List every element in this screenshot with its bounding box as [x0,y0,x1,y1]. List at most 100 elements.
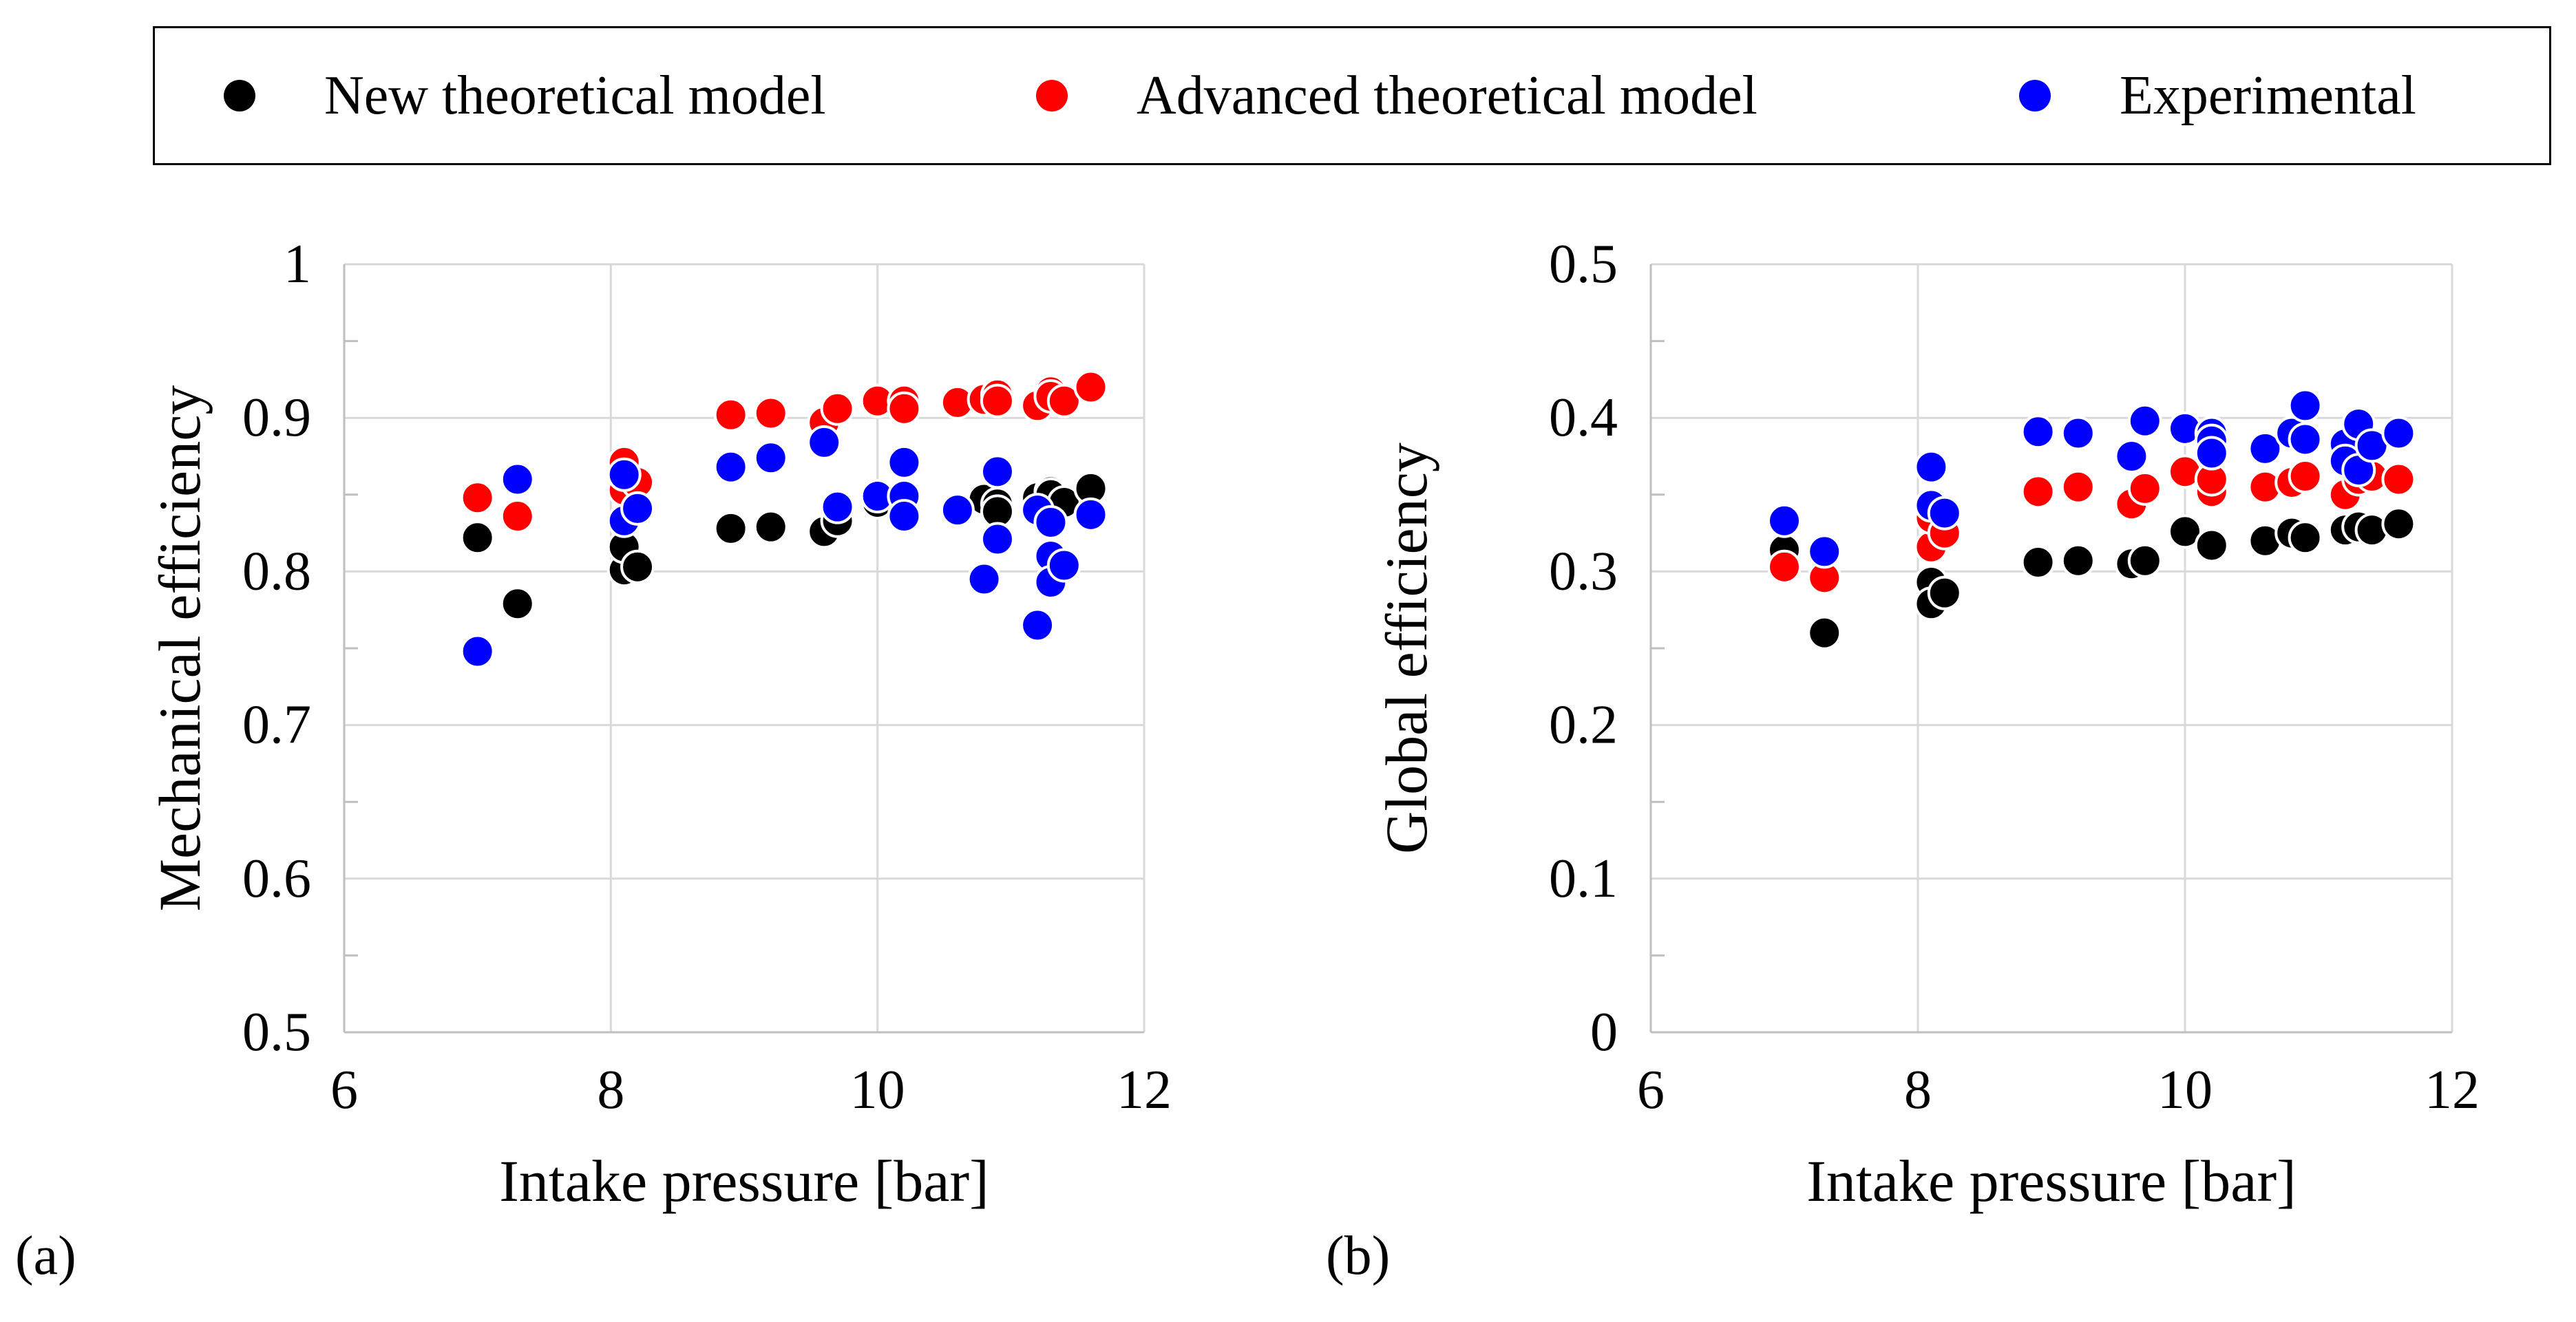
mech-point-advanced-theoretical-model [980,383,1015,418]
mech-point-new-theoretical-model [1033,474,1068,509]
mech-point-new-theoretical-model [887,480,922,515]
global-point-advanced-theoretical-model [2114,487,2149,522]
mech-point-new-theoretical-model [606,553,642,588]
mech-point-new-theoretical-model [967,482,1002,517]
global-point-new-theoretical-model [2274,515,2310,551]
mech-point-advanced-theoretical-model [1073,370,1108,405]
mech-point-new-theoretical-model [713,511,748,546]
global-point-new-theoretical-model [2248,523,2283,558]
global-ytick-label: 0.3 [1549,541,1618,601]
global-point-new-theoretical-model [2381,507,2416,542]
mech-point-advanced-theoretical-model [940,385,975,420]
global-point-experimental [2354,428,2389,463]
global-point-advanced-theoretical-model [2168,454,2202,489]
legend-item-experimental: Experimental [2019,28,2416,163]
global-point-advanced-theoretical-model [2060,469,2095,504]
mech-point-experimental [1020,493,1055,528]
global-point-experimental [2274,416,2310,451]
global-ytick-label: 0.4 [1549,387,1618,448]
mech-point-experimental [500,462,535,497]
global-point-advanced-theoretical-model [2327,477,2363,512]
global-point-experimental [2327,443,2363,478]
global-ytick-label: 0.1 [1549,849,1618,909]
legend-label-new-theoretical: New theoretical model [324,65,826,126]
mech-point-advanced-theoretical-model [860,383,895,418]
mech-point-experimental [940,493,975,528]
mech-point-advanced-theoretical-model [606,445,642,480]
mech-point-advanced-theoretical-model [500,499,535,534]
global-point-experimental [2288,422,2323,457]
global-point-experimental [2248,431,2283,466]
mech-point-advanced-theoretical-model [807,405,842,440]
global-point-experimental [1914,449,1949,484]
global-xtick-label: 12 [2425,1060,2480,1120]
mech-point-advanced-theoretical-model [753,396,788,431]
mech-point-new-theoretical-model [820,503,855,538]
global-point-experimental [1914,488,1949,523]
mech-xtick-label: 6 [330,1060,358,1120]
mech-point-new-theoretical-model [620,549,655,584]
mech-point-new-theoretical-model [1020,480,1055,515]
global-point-advanced-theoretical-model [1927,515,1962,551]
mech-point-advanced-theoretical-model [967,382,1002,417]
global-point-new-theoretical-model [2327,513,2363,548]
panel-label-b: (b) [1326,1226,1391,1286]
mech-point-new-theoretical-model [980,487,1015,522]
global-point-new-theoretical-model [2020,545,2056,580]
global-point-advanced-theoretical-model [2194,462,2229,497]
legend-item-advanced-theoretical: Advanced theoretical model [1036,28,1757,163]
global-xtick-label: 6 [1637,1060,1665,1120]
mech-point-experimental [460,634,495,669]
mech-point-experimental [1033,539,1068,574]
mech-point-experimental [606,457,642,492]
global-point-new-theoretical-model [2194,528,2229,563]
mech-point-new-theoretical-model [460,520,495,555]
mech-point-experimental [807,425,842,460]
mech-point-advanced-theoretical-model [620,465,655,500]
global-point-experimental [2194,423,2229,458]
mech-point-experimental [887,445,922,480]
mech-xtick-label: 8 [597,1060,624,1120]
global-point-new-theoretical-model [2288,520,2323,555]
global-point-new-theoretical-model [1767,533,1802,568]
global-point-new-theoretical-model [2168,514,2202,549]
mech-point-advanced-theoretical-model [1033,379,1068,414]
global-point-experimental [1767,503,1802,538]
legend-item-new-theoretical: New theoretical model [224,28,826,163]
mech-point-new-theoretical-model [807,514,842,549]
global-point-new-theoretical-model [1914,586,1949,621]
global-point-advanced-theoretical-model [1807,560,1842,595]
global-ytick-label: 0 [1590,1002,1618,1063]
mech-point-experimental [606,503,642,538]
mech-point-new-theoretical-model [500,586,535,621]
global-point-experimental [2114,439,2149,473]
legend-marker-experimental [2019,80,2051,111]
global-point-advanced-theoretical-model [1767,549,1802,584]
global-point-advanced-theoretical-model [2248,469,2283,504]
legend: New theoretical model Advanced theoretic… [153,26,2551,165]
global-point-advanced-theoretical-model [1914,500,1949,535]
mech-point-advanced-theoretical-model [820,391,855,426]
legend-marker-new-theoretical [224,80,255,111]
mech-point-new-theoretical-model [980,494,1015,529]
mech-point-experimental [887,499,922,534]
mech-y-axis-title: Mechanical efficiency [147,385,213,912]
legend-marker-advanced-theoretical [1036,80,1068,111]
global-point-advanced-theoretical-model [2194,474,2229,509]
global-point-experimental [2194,436,2229,471]
global-point-new-theoretical-model [2060,543,2095,578]
mech-point-experimental [860,479,895,514]
global-point-new-theoretical-model [2114,546,2149,582]
global-point-experimental [2341,453,2376,488]
global-point-advanced-theoretical-model [1914,529,1949,564]
mech-ytick-label: 0.9 [242,387,311,448]
global-point-experimental [2127,403,2162,438]
global-x-axis-title: Intake pressure [bar] [1806,1148,2297,1214]
global-ytick-label: 0.5 [1549,234,1618,295]
global-point-experimental [1807,534,1842,569]
mech-ytick-label: 0.6 [242,849,311,909]
mech-point-new-theoretical-model [753,509,788,544]
